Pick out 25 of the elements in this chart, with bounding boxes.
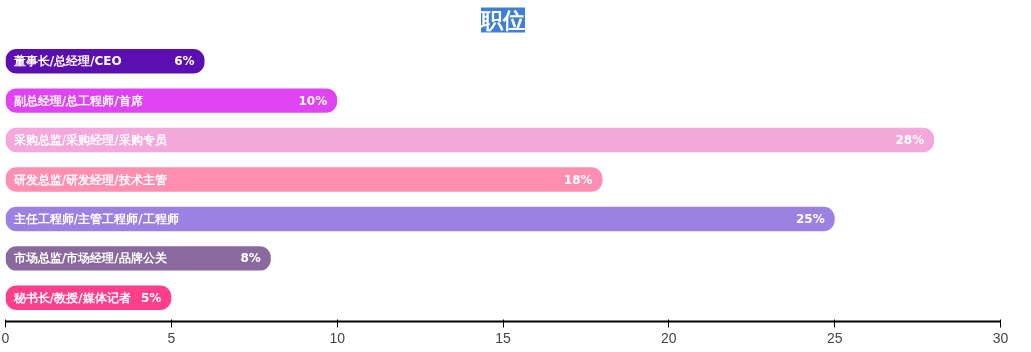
bar xyxy=(5,206,835,232)
x-tick-label: 25 xyxy=(826,329,843,346)
x-tick-label: 5 xyxy=(167,329,176,346)
bar xyxy=(5,127,935,153)
y-tick-label: 市场总监/市场经理/品牌公关 xyxy=(12,251,168,266)
data-label: 8% xyxy=(240,251,261,266)
x-tick-label: 0 xyxy=(1,329,10,346)
y-tick-label: 主任工程师/主管工程师/工程师 xyxy=(12,211,179,226)
y-tick-label: 采购总监/采购经理/采购专员 xyxy=(12,133,168,148)
data-label: 5% xyxy=(140,290,162,305)
data-label: 18% xyxy=(563,172,593,187)
data-label: 6% xyxy=(174,54,195,69)
x-tick-label: 20 xyxy=(661,329,677,346)
x-tick-label: 15 xyxy=(495,329,511,346)
data-label: 28% xyxy=(895,133,925,148)
y-tick-label: 秘书长/教授/媒体记者 xyxy=(12,290,131,305)
x-tick-label: 30 xyxy=(992,329,1009,346)
y-tick-label: 研发总监/研发经理/技术主管 xyxy=(12,172,167,187)
y-tick-label: 副总经理/总工程师/首席 xyxy=(13,93,143,108)
data-label: 10% xyxy=(298,93,328,108)
y-tick-label: 董事长/总经理/CEO xyxy=(12,54,122,69)
bar xyxy=(5,167,603,192)
data-label: 25% xyxy=(795,211,825,226)
x-tick-label: 10 xyxy=(329,329,346,346)
chart-title: 职位 xyxy=(480,7,525,33)
